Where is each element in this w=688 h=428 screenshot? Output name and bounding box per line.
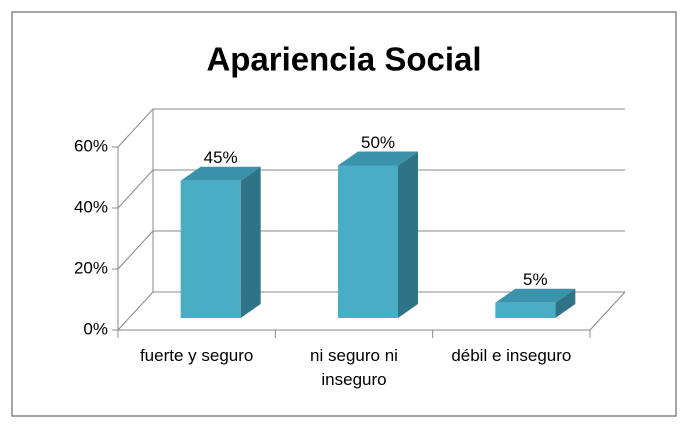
data-label: 45% <box>204 148 238 167</box>
grid-diagonal <box>117 230 154 270</box>
y-tick-label: 40% <box>74 197 108 216</box>
bar-side <box>240 166 261 318</box>
bar <box>338 165 398 318</box>
bar <box>495 302 556 318</box>
x-tick-label: débil e inseguro <box>451 346 572 365</box>
bar-top <box>338 151 418 166</box>
data-label: 5% <box>523 270 548 289</box>
data-label: 50% <box>361 133 395 152</box>
grid-diagonal <box>117 291 154 331</box>
y-tick-label: 0% <box>83 319 108 338</box>
y-tick-label: 20% <box>74 258 108 277</box>
floor-right <box>589 291 626 331</box>
y-tick-label: 60% <box>74 136 108 155</box>
bar <box>180 180 241 318</box>
x-tick-label: fuerte y seguro <box>139 346 254 365</box>
bar-side <box>398 151 418 318</box>
grid-diagonal <box>117 108 154 148</box>
grid-diagonal <box>117 169 154 209</box>
bar-side <box>555 288 576 318</box>
x-tick-label: ni seguro ni inseguro <box>310 346 398 389</box>
chart-title: Apariencia Social <box>206 41 481 78</box>
bar-top <box>495 288 576 303</box>
bar-top <box>180 166 261 181</box>
